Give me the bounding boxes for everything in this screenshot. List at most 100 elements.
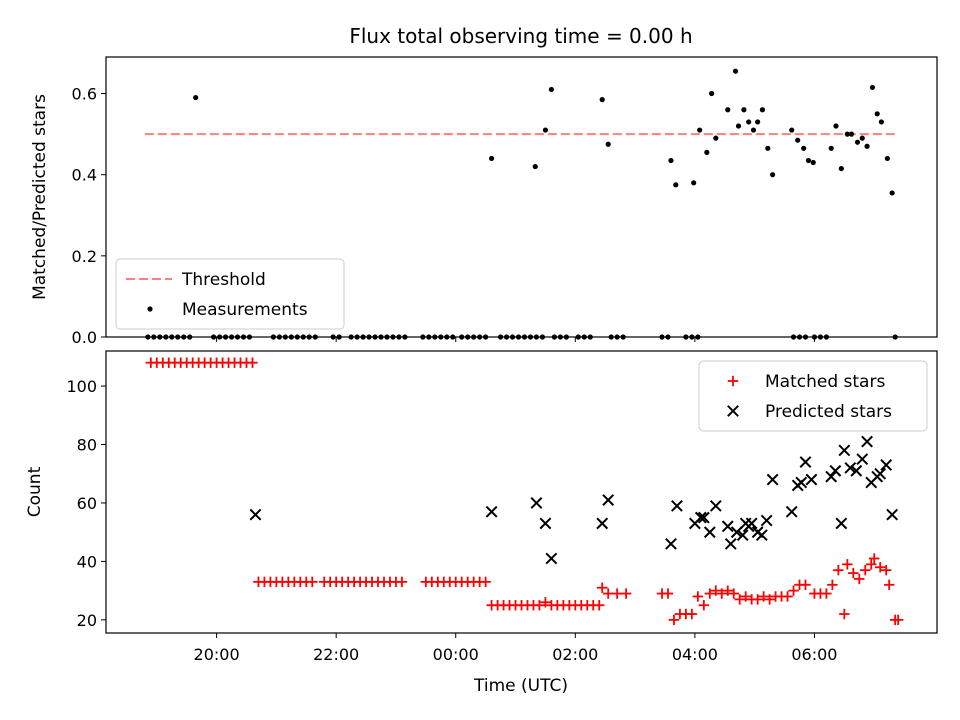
legend-measurements-label: Measurements xyxy=(182,300,308,320)
matched-stars-point xyxy=(396,576,408,588)
count-plot-frame xyxy=(105,350,938,634)
measurements-point xyxy=(833,123,839,129)
matched-stars-point xyxy=(594,600,605,611)
matched-stars-point xyxy=(534,600,545,611)
predicted-stars-point xyxy=(721,520,734,533)
measurements-point xyxy=(193,94,199,101)
measurements-point xyxy=(725,107,731,113)
matched-stars-point xyxy=(698,600,710,611)
ratio-plot-frame xyxy=(105,56,938,338)
measurements-point xyxy=(691,180,697,186)
matched-stars-point xyxy=(307,576,318,588)
measurements-point xyxy=(838,165,844,172)
matched-stars-point xyxy=(620,588,632,599)
matched-stars-point xyxy=(854,573,865,585)
matched-stars-point xyxy=(662,588,674,599)
matched-stars-point xyxy=(716,588,727,599)
measurements-point xyxy=(889,190,895,196)
measurements-point xyxy=(765,145,771,151)
ratio-axis-ticks: 0.0 0.2 0.4 0.6 xyxy=(72,85,815,347)
predicted-stars-point xyxy=(485,505,498,518)
matched-stars-point xyxy=(821,588,832,599)
predicted-stars-point xyxy=(545,552,558,565)
predicted-stars-point xyxy=(805,473,818,486)
measurements-point xyxy=(489,155,495,162)
matched-stars-point xyxy=(710,585,721,596)
matched-stars-point xyxy=(860,564,871,576)
x-tick-label: 00:00 xyxy=(433,645,479,664)
matched-stars-point xyxy=(540,597,551,608)
matched-stars-point xyxy=(704,588,716,599)
y-tick-label: 80 xyxy=(77,436,97,455)
measurements-point xyxy=(789,127,795,133)
y-tick-label: 0.6 xyxy=(72,85,97,104)
predicted-stars-point xyxy=(861,435,873,448)
y-tick-label: 0.2 xyxy=(72,247,97,266)
count-legend: Matched stars Predicted stars xyxy=(698,360,928,432)
matched-stars-point xyxy=(869,553,880,564)
predicted-stars-point xyxy=(703,526,716,539)
matched-stars-point xyxy=(892,614,904,626)
matched-stars-point xyxy=(722,585,733,596)
measurements-point xyxy=(864,143,870,149)
measurements-point xyxy=(668,157,674,164)
measurements-point xyxy=(805,157,812,164)
matched-stars-point xyxy=(848,567,859,579)
legend-predicted-stars-label: Predicted stars xyxy=(765,402,892,422)
count-axis-ticks: 20 40 60 80 100 20:00 22:00 00:00 02:00 04:00 06:0… xyxy=(66,377,837,664)
x-tick-label: 06:00 xyxy=(791,645,837,664)
matched-stars-point xyxy=(833,564,844,576)
matched-stars-point xyxy=(611,588,623,599)
matched-stars-point xyxy=(480,576,491,588)
matched-stars-point xyxy=(740,591,751,602)
predicted-stars-point xyxy=(745,517,758,530)
predicted-stars-point xyxy=(602,494,615,506)
matched-stars-point xyxy=(800,579,811,590)
predicted-stars-point xyxy=(736,529,749,542)
matched-stars-point xyxy=(875,562,886,573)
legend-matched-stars-label: Matched stars xyxy=(765,372,885,392)
predicted-stars-point xyxy=(795,476,808,489)
predicted-stars-point xyxy=(785,505,798,518)
legend-box xyxy=(115,258,345,330)
measurements-point xyxy=(532,163,538,170)
predicted-stars-point xyxy=(694,511,707,524)
measurements-point xyxy=(741,107,747,113)
x-tick-label: 22:00 xyxy=(313,645,359,664)
measurements-point xyxy=(854,139,861,145)
y-tick-label: 0.4 xyxy=(72,166,97,185)
matched-stars-point xyxy=(839,608,850,620)
predicted-stars-point xyxy=(530,497,543,509)
matched-stars-point xyxy=(842,559,853,570)
measurements-point xyxy=(548,86,554,93)
measurements-point xyxy=(755,119,761,125)
predicted-stars-point xyxy=(844,461,857,474)
predicted-stars-point xyxy=(850,464,863,477)
measurements-point xyxy=(697,127,703,133)
matched-stars-point xyxy=(883,579,895,590)
y-tick-label: 20 xyxy=(77,611,97,630)
matched-stars-point xyxy=(752,594,763,605)
predicted-stars-point xyxy=(880,459,893,471)
count-y-axis-label: Count xyxy=(25,466,45,517)
measurements-point xyxy=(874,111,880,117)
measurements-point xyxy=(746,119,752,125)
measurements-point xyxy=(878,119,885,125)
matched-stars-point xyxy=(764,594,775,605)
measurements-point xyxy=(828,145,834,151)
x-axis-label: Time (UTC) xyxy=(473,676,568,696)
measurements-point xyxy=(884,155,890,162)
matched-stars-point xyxy=(247,357,258,368)
measurements-point xyxy=(795,137,801,143)
predicted-stars-point xyxy=(835,517,848,530)
measurements-point xyxy=(769,172,776,178)
measurements-point xyxy=(810,159,816,166)
count-panel: 20 40 60 80 100 20:00 22:00 00:00 02:00 04:00 06:0… xyxy=(25,350,938,664)
ratio-legend: Threshold Measurements xyxy=(115,258,345,330)
y-tick-label: 100 xyxy=(66,377,97,396)
predicted-stars-point xyxy=(596,517,609,530)
measurements-point xyxy=(759,107,766,113)
legend-predicted-stars-swatch xyxy=(727,405,739,417)
predicted-stars-point xyxy=(799,456,812,468)
